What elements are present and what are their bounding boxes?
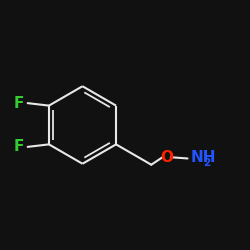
Text: 2: 2: [203, 158, 210, 168]
Text: F: F: [14, 96, 24, 110]
Text: NH: NH: [190, 150, 216, 165]
Text: F: F: [14, 140, 24, 154]
Text: O: O: [160, 150, 173, 165]
